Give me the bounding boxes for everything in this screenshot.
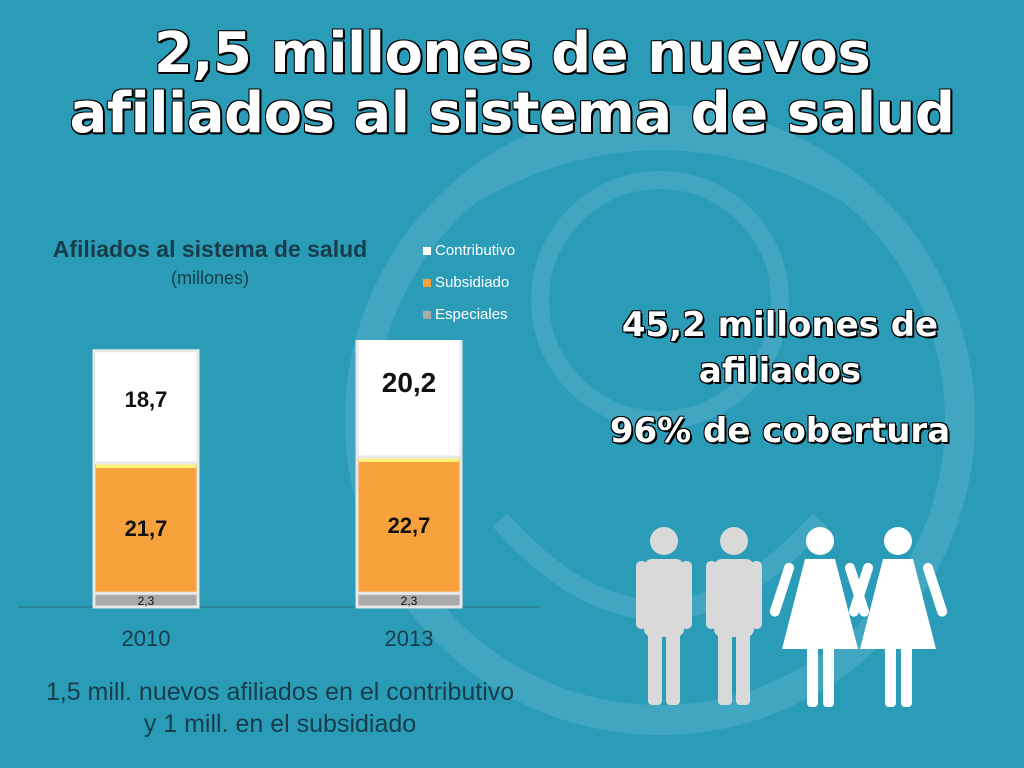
legend-label-contributivo: Contributivo: [435, 242, 516, 259]
data-label-especiales-2010: 2,3: [138, 594, 155, 608]
legend-swatch-subsidiado: [423, 279, 431, 287]
slide-title: 2,5 millones de nuevos afiliados al sist…: [0, 24, 1024, 144]
x-tick-label-2013: 2013: [385, 626, 434, 651]
people-pictogram-icon: [636, 527, 948, 707]
chart-title: Afiliados al sistema de salud: [52, 236, 368, 262]
legend-item-contributivo: Contributivo: [423, 242, 515, 274]
legend-label-subsidiado: Subsidiado: [435, 274, 510, 291]
bar-edge-highlight-2010: [96, 463, 196, 468]
data-label-especiales-2013: 2,3: [401, 594, 418, 608]
slide-title-line-2: afiliados al sistema de salud: [69, 81, 955, 146]
headline-line-2: afiliados: [698, 351, 862, 391]
coverage-text: 96% de cobertura: [609, 411, 951, 451]
footnote-line-2: y 1 mill. en el subsidiado: [143, 710, 417, 738]
bar-contributivo-2010: [92, 349, 200, 465]
legend-item-especiales: Especiales: [423, 306, 515, 338]
legend-item-subsidiado: Subsidiado: [423, 274, 515, 306]
chart-subtitle: (millones): [170, 268, 249, 288]
legend-label-especiales: Especiales: [435, 306, 508, 323]
data-label-contributivo-2010: 18,7: [125, 387, 168, 412]
bar-edge-highlight-2013: [359, 457, 459, 462]
legend-swatch-contributivo: [423, 247, 431, 255]
x-tick-label-2010: 2010: [122, 626, 171, 651]
data-label-subsidiado-2010: 21,7: [125, 516, 168, 541]
total-affiliates-headline: 45,2 millones de afiliados: [560, 302, 1000, 394]
legend-swatch-especiales: [423, 311, 431, 319]
headline-line-1: 45,2 millones de: [621, 305, 939, 345]
chart-footnote: 1,5 mill. nuevos afiliados en el contrib…: [10, 676, 550, 740]
chart-legend: Contributivo Subsidiado Especiales: [423, 242, 515, 338]
bar-contributivo-2013: [355, 340, 463, 459]
stacked-bar-chart: 2,3 21,7 18,7 2010 2,3 22,7 20,2 2013: [18, 340, 540, 651]
data-label-contributivo-2013: 20,2: [382, 367, 437, 398]
data-label-subsidiado-2013: 22,7: [388, 513, 431, 538]
slide-title-line-1: 2,5 millones de nuevos: [153, 21, 871, 86]
footnote-line-1: 1,5 mill. nuevos afiliados en el contrib…: [45, 678, 515, 706]
